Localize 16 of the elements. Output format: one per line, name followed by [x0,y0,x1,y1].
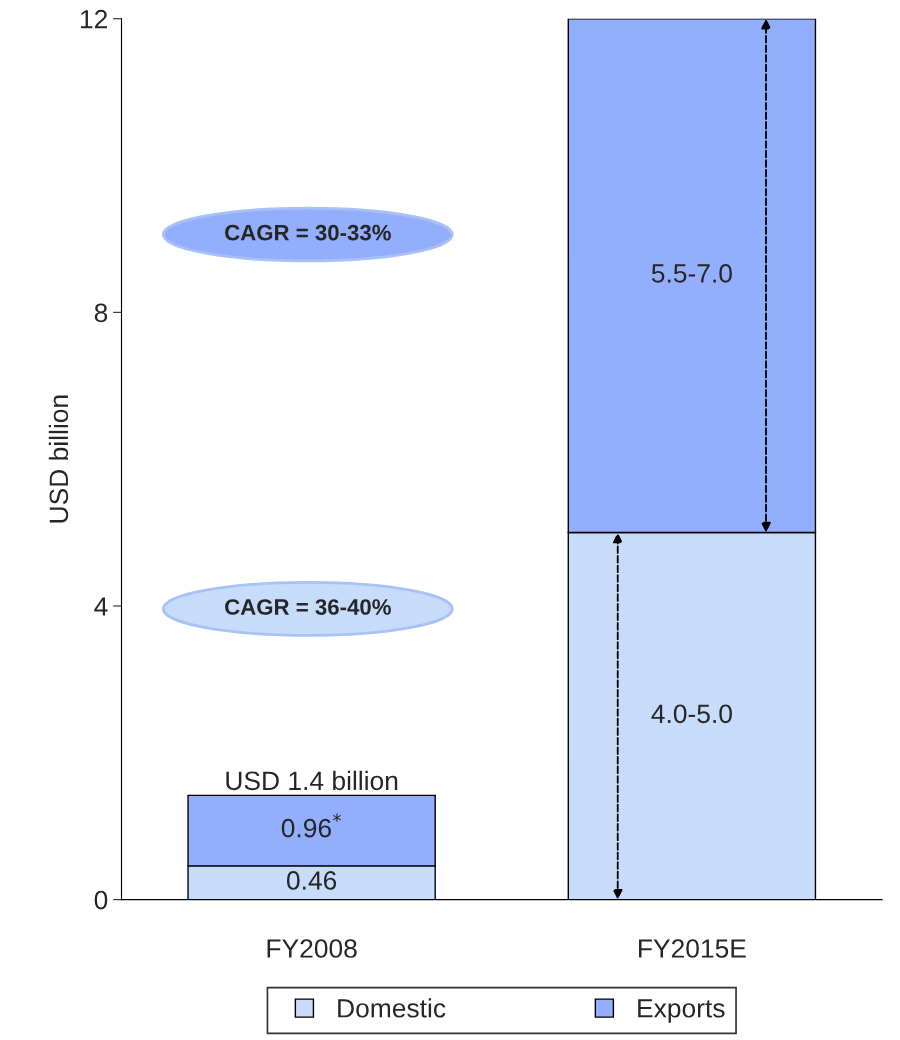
legend-label: Exports [638,999,725,1023]
x-tick-label: FY2008 [267,939,357,958]
y-axis-title: USD billion [48,395,69,523]
x-tick-label: FY2015E [639,939,746,958]
data-label: 5.5-7.0 [651,264,732,283]
data-label: 0.46 [286,871,337,890]
annotation: CAGR = 36-40% [225,599,391,615]
annotation: USD 1.4 billion [226,770,398,791]
y-tick-label: 0 [94,890,108,910]
y-tick-label: 12 [80,9,107,29]
y-tick-label: 4 [94,597,108,616]
legend-label: Domestic [338,998,446,1018]
data-label: 4.0-5.0 [651,704,732,724]
y-tick-label: 8 [94,303,108,323]
data-label: 0.96$^{*}$ [281,813,342,838]
annotation: CAGR = 30-33% [225,224,391,241]
